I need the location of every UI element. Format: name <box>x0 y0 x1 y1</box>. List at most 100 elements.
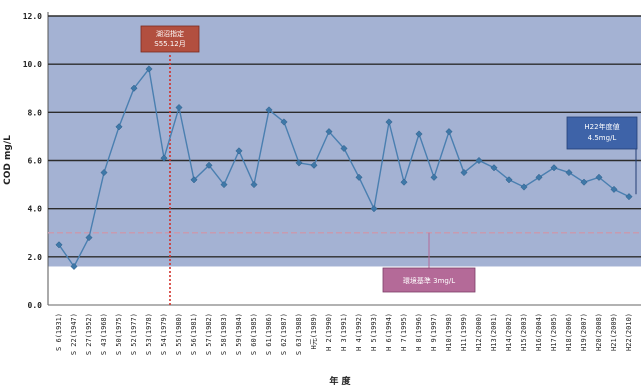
x-axis-ticks: S 6(1931) S 22(1947) S 27(1952) S 43(1968) S… <box>55 313 633 355</box>
annotations: 湖沼指定 S55.12月 H22年度値 4.5mg/L 環境基準 3mg/L <box>140 25 638 293</box>
data-point <box>370 205 378 213</box>
x-tick-label: H10(1998) <box>445 313 453 351</box>
x-tick-label: H13(2001) <box>490 313 498 351</box>
y-axis-title: COD mg/L <box>3 135 13 185</box>
data-point <box>220 181 228 189</box>
y-axis-ticks: 0.0 2.0 4.0 6.0 8.0 10.0 12.0 <box>23 12 42 310</box>
x-tick-label: S 63(1988) <box>295 313 303 355</box>
x-tick-label: H 3(1991) <box>340 313 348 351</box>
x-tick-label: H20(2008) <box>595 313 603 351</box>
data-point <box>145 65 153 73</box>
x-tick-label: S 6(1931) <box>55 313 63 351</box>
data-point <box>190 176 198 184</box>
data-point <box>175 103 183 112</box>
shaded-band <box>48 16 641 267</box>
data-point <box>250 181 258 189</box>
x-tick-label: H11(1999) <box>460 313 468 351</box>
data-point <box>610 185 618 193</box>
data-point <box>580 178 588 186</box>
x-tick-label: H12(2000) <box>475 313 483 351</box>
x-tick-label: S 52(1977) <box>130 313 138 355</box>
annotation-text: H22年度値 <box>584 122 619 131</box>
x-tick-label: S 61(1986) <box>265 313 273 355</box>
annotation-box <box>382 267 476 293</box>
data-point <box>535 173 543 181</box>
y-tick-label: 8.0 <box>28 108 43 117</box>
data-point <box>160 154 168 162</box>
data-point <box>295 159 303 167</box>
x-tick-label: H21(2009) <box>610 313 618 351</box>
annotation-text: 環境基準 3mg/L <box>403 276 455 285</box>
x-tick-label: H 8(1996) <box>415 313 423 351</box>
x-tick-label: S 53(1978) <box>145 313 153 355</box>
data-point <box>70 262 78 271</box>
annotation-text: 4.5mg/L <box>588 134 617 142</box>
x-tick-label: S 50(1975) <box>115 313 123 355</box>
cod-series <box>55 65 633 271</box>
annotation-text: 湖沼指定 <box>156 29 184 38</box>
y-tick-label: 10.0 <box>23 60 42 69</box>
x-tick-label: S 27(1952) <box>85 313 93 355</box>
x-tick-label: H 5(1993) <box>370 313 378 351</box>
data-point <box>310 161 318 169</box>
data-point <box>55 241 63 249</box>
data-point <box>460 168 468 177</box>
data-point <box>235 147 243 155</box>
data-point <box>265 106 273 114</box>
x-tick-label: H 9(1997) <box>430 313 438 351</box>
grid-lines <box>48 15 641 306</box>
x-tick-label: S 54(1979) <box>160 313 168 355</box>
data-point <box>550 164 558 172</box>
x-axis-title: 年 度 <box>329 375 351 387</box>
x-tick-label: H 7(1995) <box>400 313 408 351</box>
data-point <box>445 128 453 136</box>
x-tick-label: S 59(1984) <box>235 313 243 355</box>
x-tick-label: S 43(1968) <box>100 313 108 355</box>
x-tick-label: H17(2005) <box>550 313 558 351</box>
x-tick-label: H 6(1994) <box>385 313 393 351</box>
data-point <box>100 168 108 177</box>
x-tick-label: H16(2004) <box>535 313 543 351</box>
x-tick-label: H22(2010) <box>625 313 633 351</box>
background-bands <box>47 12 641 306</box>
y-tick-label: 2.0 <box>28 253 43 262</box>
data-point <box>130 84 138 92</box>
data-point <box>280 118 288 126</box>
data-point <box>475 156 483 165</box>
x-tick-label: H 2(1990) <box>325 313 333 351</box>
data-point <box>520 183 528 191</box>
data-point <box>85 234 93 242</box>
data-point <box>385 118 393 126</box>
data-point <box>625 193 633 201</box>
x-tick-label: S 60(1985) <box>250 313 258 355</box>
y-tick-label: 12.0 <box>23 12 42 21</box>
annotation-box <box>140 25 200 53</box>
data-point <box>505 176 513 184</box>
annotation-text: S55.12月 <box>154 40 185 48</box>
data-point <box>205 161 213 169</box>
x-tick-label: S 56(1981) <box>190 313 198 355</box>
data-point <box>355 173 363 181</box>
data-point <box>430 173 438 181</box>
x-tick-label: H19(2007) <box>580 313 588 351</box>
x-tick-label: S 55(1980) <box>175 313 183 355</box>
data-point <box>325 128 333 136</box>
x-tick-label: S 58(1983) <box>220 313 228 355</box>
x-tick-label: H15(2003) <box>520 313 528 351</box>
x-tick-label: S 22(1947) <box>70 313 78 355</box>
x-tick-label: S 62(1987) <box>280 313 288 355</box>
x-tick-label: H元(1989) <box>310 313 318 350</box>
data-point <box>400 178 408 186</box>
data-point <box>490 164 498 172</box>
data-point <box>565 168 573 177</box>
annotation-box <box>566 116 638 150</box>
data-point <box>340 144 348 153</box>
y-tick-label: 4.0 <box>28 205 43 214</box>
y-tick-label: 0.0 <box>28 301 43 310</box>
x-tick-label: H 4(1992) <box>355 313 363 351</box>
data-point <box>415 130 423 138</box>
data-point <box>595 173 603 181</box>
data-point <box>115 123 123 131</box>
y-tick-label: 6.0 <box>28 157 43 166</box>
